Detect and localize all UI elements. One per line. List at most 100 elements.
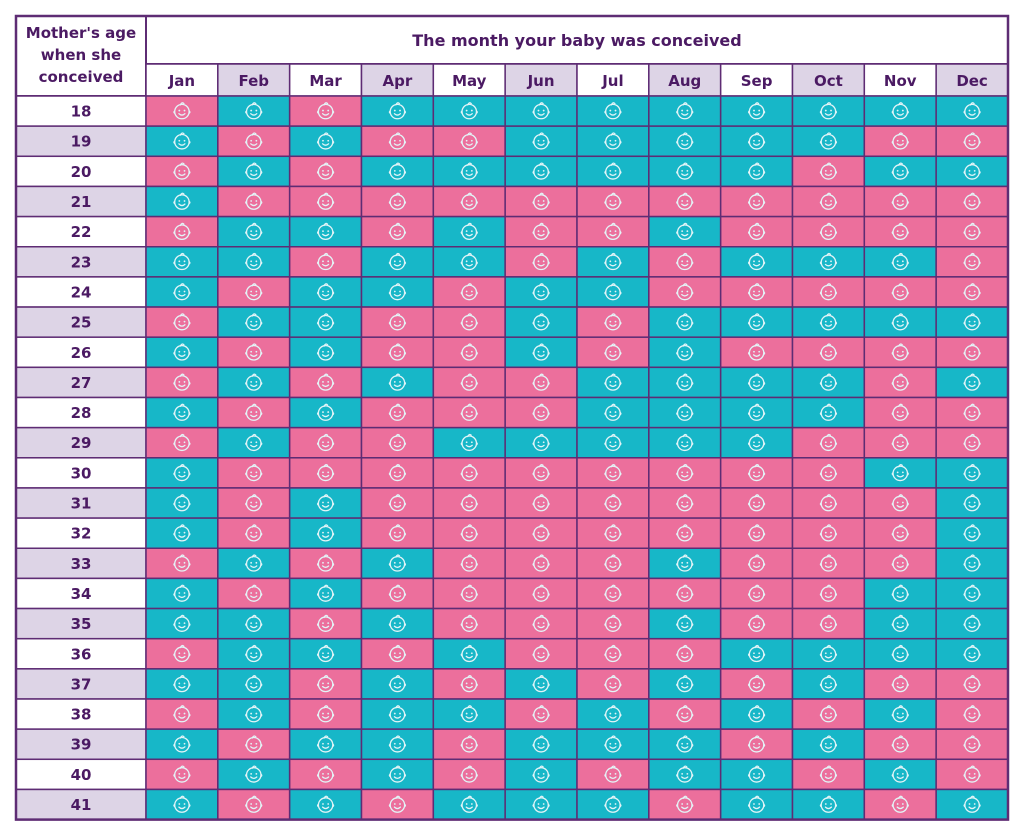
- baby-face-ear: [907, 170, 909, 175]
- baby-face-smile: [968, 806, 976, 810]
- baby-face-eye: [896, 350, 899, 353]
- baby-face-eye: [183, 622, 186, 625]
- boy-cell: [935, 517, 1009, 549]
- baby-face-icon: [245, 222, 263, 241]
- baby-face-ear: [332, 622, 335, 627]
- baby-face-curl: [179, 584, 185, 588]
- baby-face-ear: [891, 532, 894, 536]
- baby-face-ear: [532, 683, 535, 687]
- baby-face-eye: [178, 682, 181, 685]
- baby-face-ear: [604, 713, 607, 717]
- baby-face-ear: [891, 291, 894, 295]
- baby-face-ear: [978, 773, 981, 778]
- baby-face-ear: [604, 291, 607, 295]
- baby-face-ear: [404, 261, 407, 265]
- baby-face-eye: [255, 772, 258, 775]
- baby-face-smile: [609, 233, 617, 237]
- baby-face-curl: [898, 463, 903, 468]
- baby-face-ear: [388, 743, 391, 747]
- baby-face-ear: [978, 713, 981, 717]
- baby-face-eye: [686, 350, 689, 353]
- girl-cell: [863, 215, 937, 248]
- baby-face-eye: [973, 230, 976, 233]
- baby-face-eye: [968, 501, 971, 504]
- baby-face-icon: [963, 463, 981, 482]
- baby-face-ear: [763, 200, 766, 205]
- baby-face-ear: [388, 532, 391, 536]
- baby-face-smile: [321, 565, 330, 568]
- baby-face-eye: [753, 652, 755, 655]
- month-header-cell: [648, 63, 722, 97]
- baby-face-curl: [682, 494, 688, 498]
- baby-face-icon: [676, 494, 694, 512]
- baby-face-eye: [758, 200, 761, 202]
- baby-face-curl: [682, 735, 688, 739]
- baby-face-eye: [327, 350, 330, 353]
- baby-face-eye: [250, 169, 253, 172]
- baby-face-icon: [173, 132, 191, 150]
- baby-face-smile: [250, 113, 258, 116]
- baby-face-ear: [907, 321, 909, 325]
- baby-face-eye: [681, 260, 684, 263]
- baby-face-ear: [532, 592, 535, 597]
- baby-face-ear: [691, 381, 694, 386]
- boy-cell: [217, 366, 291, 399]
- baby-face-ear: [676, 592, 678, 597]
- baby-face-eye: [327, 501, 330, 504]
- baby-face-eye: [537, 350, 540, 353]
- month-label-apr: Apr: [383, 72, 413, 90]
- corner-header-line: Mother's age: [26, 24, 136, 42]
- baby-face-ear: [978, 803, 981, 808]
- baby-face-icon: [604, 343, 622, 361]
- baby-face-ear: [532, 622, 535, 627]
- baby-face-ear: [891, 261, 894, 265]
- baby-face-smile: [681, 143, 689, 146]
- baby-face-icon: [532, 403, 550, 421]
- month-label-jul: Jul: [601, 72, 623, 90]
- girl-cell: [432, 306, 506, 338]
- baby-face-smile: [681, 595, 689, 599]
- baby-face-eye: [542, 772, 545, 775]
- baby-face-icon: [891, 252, 909, 271]
- girl-cell: [145, 426, 219, 459]
- baby-face-curl: [826, 584, 832, 588]
- baby-face-eye: [537, 109, 540, 112]
- baby-face-curl: [826, 252, 832, 257]
- baby-face-icon: [819, 765, 838, 783]
- baby-face-icon: [388, 554, 407, 572]
- baby-face-curl: [395, 795, 401, 799]
- baby-face-eye: [393, 712, 396, 715]
- girl-cell: [288, 426, 363, 459]
- baby-face-curl: [610, 584, 616, 588]
- baby-face-ear: [978, 442, 981, 446]
- baby-face-ear: [245, 411, 247, 416]
- baby-face-ear: [388, 803, 391, 808]
- baby-face-ear: [188, 261, 191, 265]
- baby-face-smile: [178, 173, 186, 177]
- baby-face-eye: [896, 531, 899, 534]
- baby-face-eye: [183, 803, 186, 805]
- baby-face-eye: [968, 561, 971, 564]
- baby-face-eye: [758, 742, 761, 745]
- baby-face-eye: [255, 290, 258, 293]
- baby-face-eye: [753, 742, 755, 745]
- baby-face-smile: [465, 746, 473, 749]
- baby-face-ear: [604, 653, 607, 657]
- baby-face-icon: [316, 614, 335, 632]
- baby-face-ear: [245, 381, 247, 386]
- baby-face-ear: [963, 532, 966, 536]
- baby-face-eye: [327, 260, 330, 263]
- baby-face-icon: [388, 675, 407, 693]
- baby-face-ear: [260, 472, 263, 476]
- baby-face-eye: [614, 561, 617, 564]
- baby-face-icon: [676, 554, 694, 572]
- baby-face-icon: [532, 433, 550, 452]
- baby-face-smile: [824, 414, 833, 418]
- baby-face-curl: [538, 463, 544, 468]
- baby-face-curl: [610, 222, 616, 227]
- baby-face-eye: [250, 531, 253, 534]
- baby-face-ear: [835, 351, 838, 355]
- baby-face-eye: [465, 169, 468, 172]
- baby-face-ear: [619, 411, 622, 416]
- baby-face-ear: [260, 743, 263, 747]
